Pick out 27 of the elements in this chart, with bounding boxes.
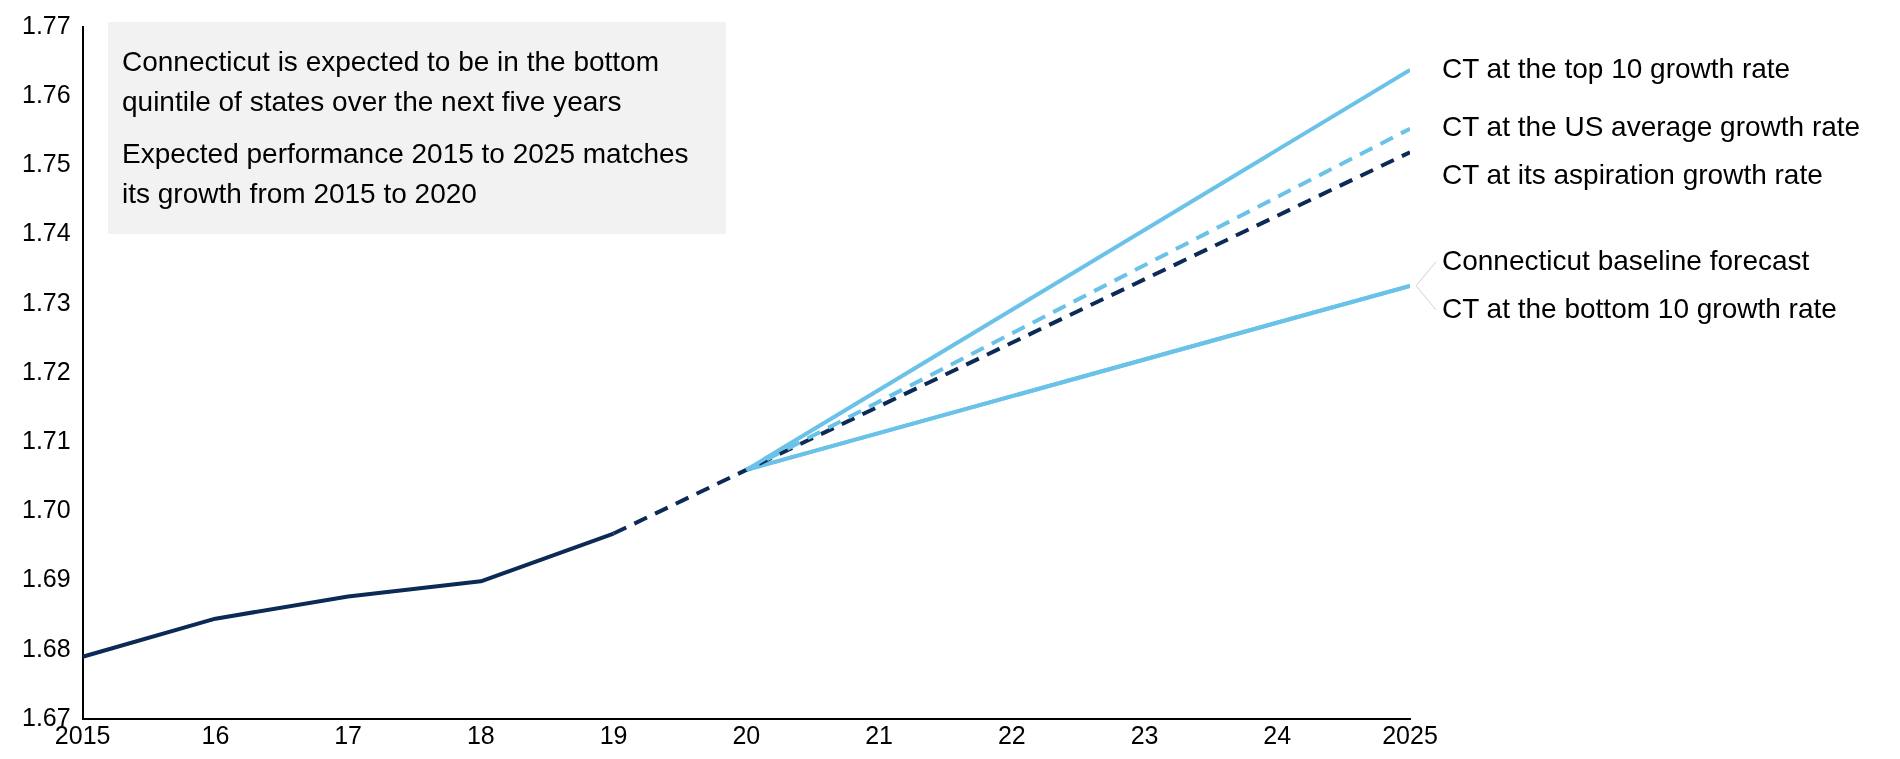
annotation: Connecticut is expected to be in the bottom quintile of states over the next five years [122,45,660,119]
series-label: Connecticut baseline forecast [1442,244,1810,276]
x-tick-label: 21 [865,720,893,749]
y-tick-label: 1.77 [21,10,71,39]
y-tick-label: 1.68 [21,633,71,662]
series-label: CT at the top 10 growth rate [1442,52,1791,84]
x-tick-label: 23 [1130,720,1159,749]
y-tick-label: 1.76 [21,80,71,109]
y-tick-label: 1.73 [21,287,71,316]
y-tick-label: 1.70 [21,495,71,524]
series-label: CT at its aspiration growth rate [1442,159,1823,191]
series-label: CT at the bottom 10 growth rate [1442,292,1837,324]
y-tick-label: 1.74 [21,218,71,247]
x-tick-label: 19 [599,720,628,749]
x-tick-label: 17 [334,720,363,749]
series-label: CT at the US average growth rate [1442,111,1861,143]
x-tick-label: 20 [732,720,761,749]
y-tick-label: 1.75 [21,149,71,178]
x-tick-label: 16 [201,720,230,749]
x-tick-label: 2025 [1382,720,1438,749]
y-tick-label: 1.69 [21,564,71,593]
y-tick-label: 1.72 [21,356,71,385]
x-tick-label: 24 [1263,720,1292,749]
x-tick-label: 18 [466,720,495,749]
y-tick-label: 1.71 [21,426,71,455]
x-tick-label: 22 [997,720,1026,749]
annotation: Expected performance 2015 to 2025 matches its growth from 2015 to 2020 [122,137,690,211]
